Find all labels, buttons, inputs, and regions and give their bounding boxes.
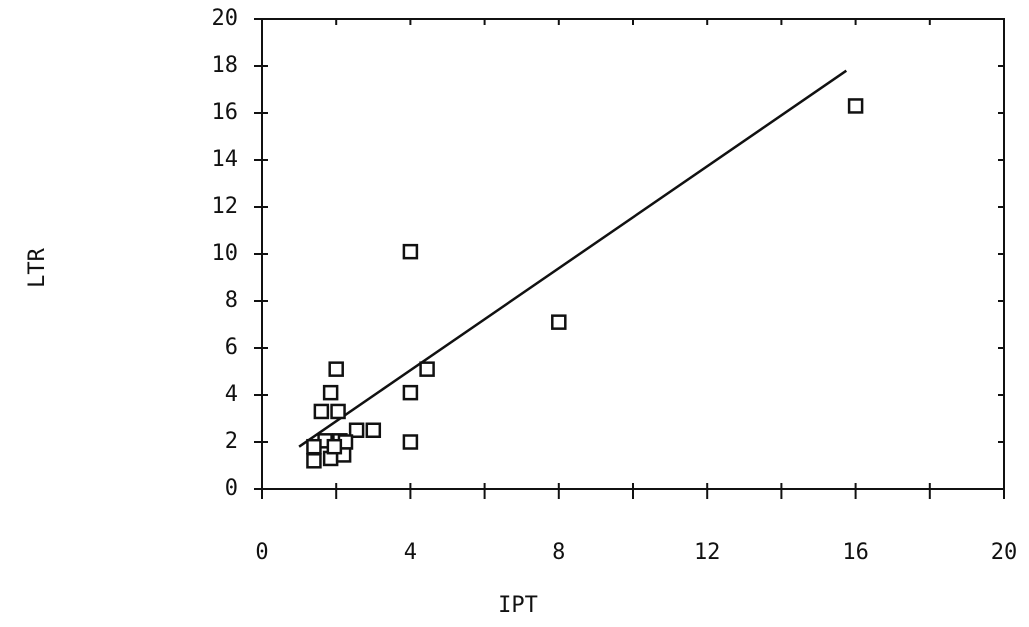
- data-point: [328, 361, 344, 377]
- data-point: [402, 384, 419, 401]
- y-tick-label: 2: [225, 429, 238, 454]
- data-point: [326, 438, 343, 455]
- y-axis-label: LTR: [25, 247, 50, 287]
- y-tick-label: 6: [225, 335, 238, 360]
- x-tick-label: 4: [404, 540, 417, 565]
- trend-line: [298, 69, 848, 448]
- data-point: [330, 403, 346, 420]
- data-point: [402, 243, 419, 260]
- y-tick-label: 20: [212, 6, 239, 31]
- y-tick-label: 14: [212, 147, 239, 172]
- x-tick-label: 12: [694, 540, 721, 565]
- y-tick-label: 0: [225, 476, 238, 501]
- y-tick-label: 8: [225, 288, 238, 313]
- data-point: [322, 384, 339, 401]
- data-point: [365, 422, 382, 438]
- y-tick-label: 4: [225, 382, 238, 407]
- data-point: [551, 314, 567, 330]
- y-tick-label: 18: [212, 53, 239, 78]
- x-tick-label: 20: [991, 540, 1018, 565]
- data-point: [306, 438, 322, 455]
- data-point: [348, 422, 365, 438]
- data-point: [313, 403, 330, 420]
- x-tick-label: 16: [842, 540, 869, 565]
- y-tick-label: 10: [212, 241, 239, 266]
- x-tick-label: 8: [552, 540, 565, 565]
- data-point: [306, 453, 322, 469]
- y-tick-label: 16: [212, 100, 239, 125]
- y-tick-label: 12: [212, 194, 239, 219]
- x-tick-label: 0: [255, 540, 268, 565]
- x-axis-label: IPT: [498, 593, 538, 618]
- data-point: [402, 434, 419, 450]
- data-point: [419, 361, 435, 377]
- plot-frame: [261, 18, 1005, 490]
- data-point: [847, 98, 864, 114]
